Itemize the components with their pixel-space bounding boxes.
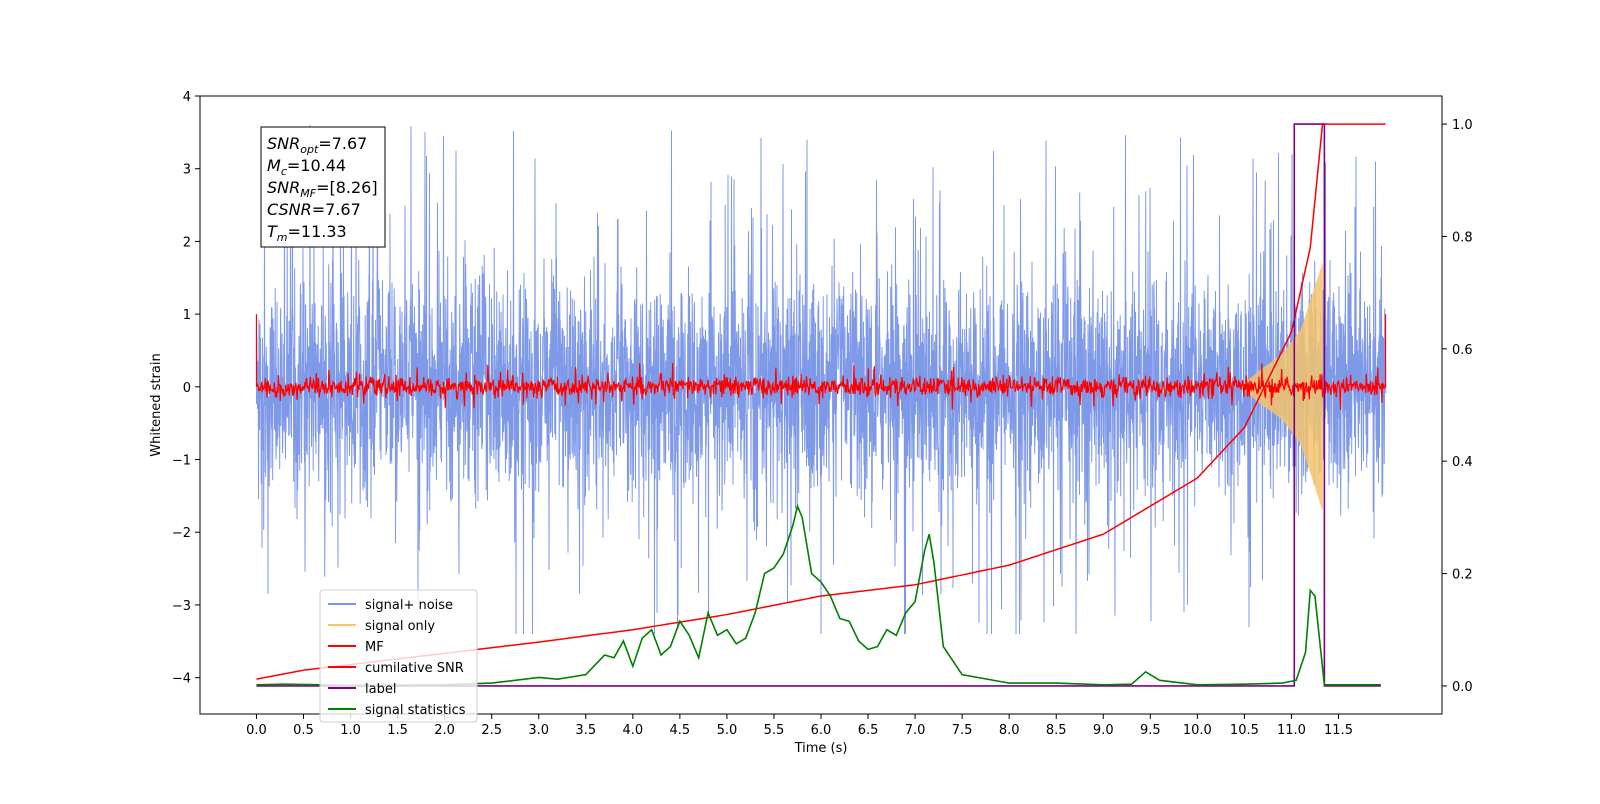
y-axis-label: Whitened strain xyxy=(149,353,164,456)
x-tick-label: 5.0 xyxy=(717,723,738,738)
legend-item-label: signal+ noise xyxy=(365,598,453,613)
y2-tick-label: 1.0 xyxy=(1452,118,1473,133)
y-tick-label: −4 xyxy=(172,672,191,687)
x-tick-label: 9.0 xyxy=(1093,723,1114,738)
y-tick-label: 3 xyxy=(183,163,191,178)
x-tick-label: 2.5 xyxy=(481,723,502,738)
annotation-line: Tm=11.33 xyxy=(267,222,347,244)
x-tick-label: 4.5 xyxy=(670,723,691,738)
y-tick-label: −1 xyxy=(172,454,191,469)
x-tick-label: 7.0 xyxy=(905,723,926,738)
series-signal-noise xyxy=(256,125,1387,635)
x-axis-label: Time (s) xyxy=(794,741,848,756)
legend-item-label: label xyxy=(365,682,396,697)
x-tick-label: 10.0 xyxy=(1183,723,1212,738)
x-tick-label: 6.5 xyxy=(858,723,879,738)
y-tick-label: 2 xyxy=(183,235,191,250)
y2-tick-label: 0.4 xyxy=(1452,455,1473,470)
y2-tick-label: 0.8 xyxy=(1452,230,1473,245)
y2-tick-label: 0.0 xyxy=(1452,680,1473,695)
x-tick-label: 6.0 xyxy=(811,723,832,738)
legend-item-label: signal only xyxy=(365,619,435,634)
y-tick-label: −2 xyxy=(172,526,191,541)
x-tick-label: 3.0 xyxy=(528,723,549,738)
annotation-line: SNRopt=7.67 xyxy=(267,134,367,156)
series-mf xyxy=(255,314,1387,410)
y-tick-label: 4 xyxy=(183,90,191,105)
annotation-box: SNRopt=7.67Mc=10.44SNRMF=[8.26]CSNR=7.67… xyxy=(260,126,386,248)
annotation-line: SNRMF=[8.26] xyxy=(267,178,378,200)
annotation-line: CSNR=7.67 xyxy=(267,200,361,219)
x-tick-label: 10.5 xyxy=(1230,723,1259,738)
annotation-frame xyxy=(260,126,386,248)
x-tick-label: 8.0 xyxy=(999,723,1020,738)
y-tick-label: −3 xyxy=(172,599,191,614)
legend-item-label: cumilative SNR xyxy=(365,661,464,676)
x-tick-label: 11.0 xyxy=(1277,723,1306,738)
y-tick-label: 0 xyxy=(183,381,191,396)
legend-item-label: signal statistics xyxy=(365,703,466,718)
y-tick-label: 1 xyxy=(183,308,191,323)
x-tick-label: 4.0 xyxy=(622,723,643,738)
legend-frame xyxy=(319,589,478,723)
x-tick-label: 5.5 xyxy=(764,723,785,738)
x-tick-label: 3.5 xyxy=(575,723,596,738)
x-tick-label: 8.5 xyxy=(1046,723,1067,738)
y2-tick-label: 0.6 xyxy=(1452,343,1473,358)
legend-item-label: MF xyxy=(365,640,384,655)
x-tick-label: 1.0 xyxy=(340,723,361,738)
x-tick-label: 2.0 xyxy=(434,723,455,738)
x-tick-label: 7.5 xyxy=(952,723,973,738)
y2-tick-label: 0.2 xyxy=(1452,568,1473,583)
legend: signal+ noise signal only MF cumilative SNR… xyxy=(319,589,478,723)
axes-layer: 0.0 0.5 1.0 1.5 2.0 2.5 3.0 3.5 4.0 4.5 5.0 5.5 6.0 6… xyxy=(172,90,1473,738)
series-signal-statistics xyxy=(256,503,1381,687)
series-label xyxy=(256,123,1381,687)
x-tick-label: 11.5 xyxy=(1324,723,1353,738)
annotation-line: Mc=10.44 xyxy=(267,156,346,178)
x-tick-label: 1.5 xyxy=(387,723,408,738)
x-tick-label: 0.5 xyxy=(293,723,314,738)
x-tick-label: 0.0 xyxy=(246,723,267,738)
x-tick-label: 9.5 xyxy=(1140,723,1161,738)
